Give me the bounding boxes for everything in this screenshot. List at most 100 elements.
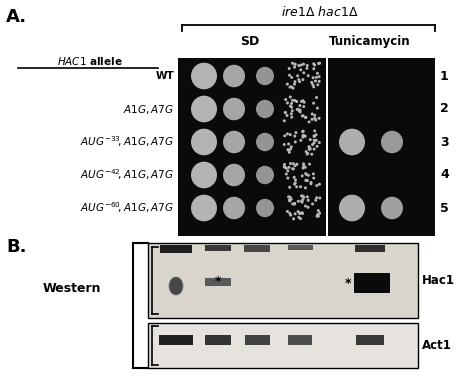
- Circle shape: [314, 199, 317, 202]
- Ellipse shape: [191, 63, 217, 89]
- Circle shape: [313, 64, 316, 67]
- Circle shape: [301, 195, 304, 198]
- Circle shape: [283, 134, 286, 137]
- Circle shape: [291, 62, 294, 65]
- Circle shape: [302, 163, 305, 165]
- Circle shape: [299, 212, 301, 215]
- Circle shape: [316, 215, 319, 218]
- Circle shape: [288, 212, 291, 215]
- Circle shape: [312, 67, 315, 70]
- Circle shape: [304, 204, 307, 208]
- Circle shape: [293, 99, 296, 102]
- Circle shape: [302, 164, 305, 167]
- Circle shape: [312, 177, 315, 180]
- Circle shape: [305, 150, 308, 153]
- Text: $\mathit{HAC1}$ allele: $\mathit{HAC1}$ allele: [57, 55, 123, 67]
- Circle shape: [306, 152, 309, 155]
- Bar: [288, 335, 312, 345]
- Circle shape: [293, 66, 296, 69]
- Circle shape: [292, 176, 296, 179]
- Circle shape: [311, 83, 314, 86]
- Circle shape: [289, 105, 292, 107]
- Ellipse shape: [223, 197, 245, 219]
- Circle shape: [318, 141, 321, 144]
- Circle shape: [302, 134, 305, 137]
- Circle shape: [294, 181, 297, 184]
- Text: 1: 1: [440, 70, 449, 82]
- Circle shape: [301, 99, 304, 102]
- Circle shape: [287, 149, 290, 152]
- Bar: [355, 245, 385, 252]
- Circle shape: [293, 135, 296, 138]
- Circle shape: [296, 74, 299, 77]
- Circle shape: [288, 186, 291, 189]
- Circle shape: [299, 108, 301, 112]
- Circle shape: [315, 184, 319, 187]
- Circle shape: [289, 86, 292, 89]
- Ellipse shape: [256, 133, 274, 151]
- Circle shape: [308, 145, 310, 148]
- Bar: [328, 58, 435, 236]
- Ellipse shape: [256, 199, 274, 217]
- Circle shape: [317, 209, 320, 212]
- Circle shape: [314, 79, 317, 82]
- Text: A.: A.: [6, 8, 27, 26]
- Circle shape: [313, 135, 316, 138]
- Circle shape: [311, 143, 314, 146]
- Text: $\mathit{AUG^{-60}\!,A1G,A7G}$: $\mathit{AUG^{-60}\!,A1G,A7G}$: [81, 201, 174, 215]
- Circle shape: [304, 135, 307, 138]
- Circle shape: [300, 194, 303, 197]
- Circle shape: [290, 85, 293, 88]
- Circle shape: [299, 110, 301, 113]
- Circle shape: [302, 63, 305, 66]
- Circle shape: [312, 102, 315, 105]
- Bar: [356, 335, 384, 345]
- Circle shape: [310, 182, 312, 185]
- Circle shape: [301, 212, 304, 215]
- Circle shape: [308, 148, 311, 151]
- Circle shape: [306, 195, 309, 198]
- Bar: [205, 245, 231, 251]
- Circle shape: [307, 206, 310, 209]
- Circle shape: [284, 98, 287, 101]
- Circle shape: [297, 64, 301, 67]
- Circle shape: [294, 131, 298, 134]
- Circle shape: [300, 64, 303, 67]
- Circle shape: [283, 119, 286, 122]
- Circle shape: [312, 135, 316, 138]
- Ellipse shape: [223, 164, 245, 186]
- Circle shape: [310, 81, 313, 84]
- Circle shape: [306, 179, 309, 182]
- Circle shape: [288, 74, 291, 77]
- Circle shape: [316, 107, 319, 110]
- Circle shape: [293, 80, 296, 83]
- Ellipse shape: [256, 100, 274, 118]
- Circle shape: [310, 118, 314, 121]
- Circle shape: [298, 212, 301, 215]
- Circle shape: [319, 197, 321, 200]
- Circle shape: [297, 216, 300, 219]
- Circle shape: [296, 108, 299, 111]
- Circle shape: [299, 68, 302, 71]
- Circle shape: [289, 147, 292, 150]
- Circle shape: [311, 76, 315, 79]
- Circle shape: [301, 167, 305, 170]
- Circle shape: [290, 116, 293, 119]
- Circle shape: [289, 162, 292, 165]
- Circle shape: [289, 133, 292, 136]
- Circle shape: [286, 210, 289, 213]
- Circle shape: [285, 172, 288, 175]
- Bar: [148, 323, 418, 368]
- Text: Western: Western: [43, 282, 101, 294]
- Circle shape: [318, 212, 321, 215]
- Circle shape: [301, 198, 304, 201]
- Circle shape: [286, 101, 289, 104]
- Circle shape: [316, 72, 319, 75]
- Text: $\it{ire1\Delta\ hac1\Delta}$: $\it{ire1\Delta\ hac1\Delta}$: [281, 5, 359, 19]
- Circle shape: [302, 71, 305, 74]
- Circle shape: [290, 145, 293, 148]
- Circle shape: [288, 166, 291, 169]
- Ellipse shape: [191, 162, 217, 188]
- Circle shape: [298, 104, 301, 107]
- Circle shape: [301, 115, 304, 118]
